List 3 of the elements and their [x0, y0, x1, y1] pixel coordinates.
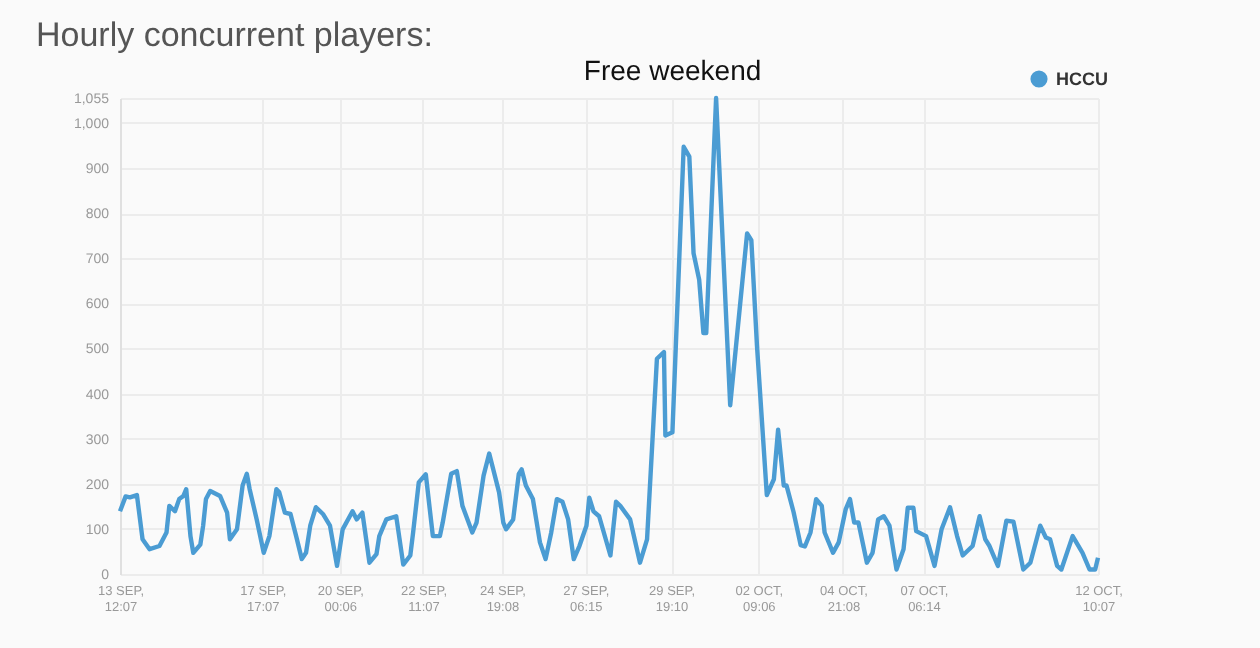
- chart-title: Hourly concurrent players:: [36, 16, 433, 54]
- legend-label: HCCU: [1056, 69, 1108, 89]
- text: Free weekend: [583, 54, 762, 86]
